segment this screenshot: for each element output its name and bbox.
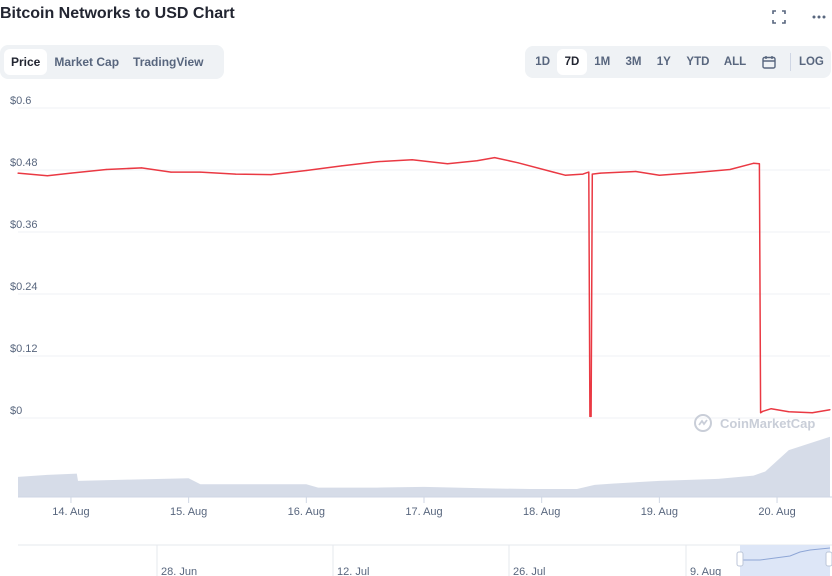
range-all[interactable]: ALL bbox=[723, 56, 747, 68]
price-point bbox=[770, 408, 772, 410]
x-tick-label: 15. Aug bbox=[170, 506, 207, 518]
price-point bbox=[591, 173, 593, 175]
price-point bbox=[811, 412, 813, 414]
price-point bbox=[270, 174, 272, 176]
range-1m[interactable]: 1M bbox=[594, 56, 611, 68]
price-point bbox=[599, 172, 602, 174]
range-ytd[interactable]: YTD bbox=[686, 56, 710, 68]
price-point bbox=[762, 410, 764, 412]
price-point bbox=[476, 160, 478, 162]
price-point bbox=[170, 171, 172, 173]
y-tick-label: $0.24 bbox=[10, 281, 38, 293]
y-tick-label: $0.12 bbox=[10, 343, 38, 355]
x-tick-label: 18. Aug bbox=[523, 506, 560, 518]
price-point bbox=[17, 172, 19, 174]
price-point bbox=[694, 172, 696, 174]
tab-tradingview[interactable]: TradingView bbox=[133, 55, 204, 69]
price-point bbox=[564, 174, 566, 176]
navigator-tick-label: 28. Jun bbox=[161, 566, 197, 576]
price-point bbox=[729, 168, 731, 171]
chart-tabs: Price Market Cap TradingView bbox=[0, 45, 224, 79]
navigator: 28. Jun 12. Jul 26. Jul 9. Aug bbox=[0, 544, 832, 576]
range-selector: 1D 7D 1M 3M 1Y YTD ALL LOG bbox=[525, 46, 831, 78]
price-line bbox=[17, 156, 831, 418]
tab-price[interactable]: Price bbox=[4, 49, 48, 75]
price-point bbox=[552, 171, 555, 173]
range-1d[interactable]: 1D bbox=[535, 56, 550, 68]
price-point bbox=[341, 165, 343, 167]
price-point bbox=[494, 157, 496, 159]
chart-grid bbox=[18, 107, 830, 419]
x-tick-label: 14. Aug bbox=[52, 506, 89, 518]
price-point bbox=[588, 171, 590, 173]
price-point bbox=[582, 173, 584, 175]
watermark-text: CoinMarketCap bbox=[720, 416, 815, 431]
more-dots-icon[interactable] bbox=[812, 10, 826, 24]
watermark: CoinMarketCap bbox=[694, 414, 815, 432]
price-point bbox=[758, 163, 761, 165]
y-axis: $0.6 $0.48 $0.36 $0.24 $0.12 $0 bbox=[10, 95, 38, 417]
x-tick-label: 20. Aug bbox=[758, 506, 795, 518]
volume-area bbox=[18, 436, 830, 497]
price-point bbox=[411, 159, 413, 161]
x-axis: 14. Aug 15. Aug 16. Aug 17. Aug 18. Aug 19. A… bbox=[52, 497, 796, 518]
navigator-handle-right[interactable] bbox=[825, 551, 832, 567]
price-point bbox=[517, 162, 519, 164]
navigator-line bbox=[740, 547, 831, 561]
price-point bbox=[235, 173, 237, 175]
price-point bbox=[829, 409, 831, 411]
price-point bbox=[752, 162, 755, 164]
y-tick-label: $0.36 bbox=[10, 219, 38, 231]
y-tick-label: $0 bbox=[10, 405, 22, 417]
fullscreen-icon[interactable] bbox=[772, 10, 786, 24]
x-tick-label: 17. Aug bbox=[405, 506, 442, 518]
price-point bbox=[141, 167, 143, 169]
log-toggle[interactable]: LOG bbox=[798, 56, 824, 68]
navigator-tick-label: 9. Aug bbox=[690, 566, 721, 576]
y-tick-label: $0.6 bbox=[10, 95, 31, 107]
price-point bbox=[788, 411, 790, 413]
x-tick-label: 19. Aug bbox=[641, 506, 678, 518]
range-7d[interactable]: 7D bbox=[557, 49, 587, 75]
range-1y[interactable]: 1Y bbox=[656, 56, 671, 68]
price-point bbox=[589, 415, 591, 417]
price-point bbox=[760, 412, 762, 414]
price-point bbox=[46, 175, 49, 177]
price-point bbox=[305, 169, 307, 172]
price-point bbox=[658, 174, 661, 176]
calendar-icon[interactable] bbox=[753, 49, 786, 75]
navigator-handle-left[interactable] bbox=[736, 551, 744, 567]
price-point bbox=[105, 168, 107, 171]
y-tick-label: $0.48 bbox=[10, 157, 38, 169]
tab-market-cap[interactable]: Market Cap bbox=[54, 55, 120, 69]
price-point bbox=[199, 171, 201, 173]
price-point bbox=[590, 415, 592, 417]
page-title: Bitcoin Networks to USD Chart bbox=[0, 5, 235, 22]
range-divider bbox=[789, 53, 791, 71]
range-3m[interactable]: 3M bbox=[625, 56, 642, 68]
price-point bbox=[70, 172, 72, 174]
price-point bbox=[635, 170, 637, 173]
navigator-tick-label: 26. Jul bbox=[513, 566, 545, 576]
volume-layer bbox=[18, 436, 830, 497]
navigator-tick-label: 12. Jul bbox=[337, 566, 369, 576]
price-point bbox=[446, 163, 449, 165]
x-tick-label: 16. Aug bbox=[288, 506, 325, 518]
price-line-layer bbox=[17, 156, 831, 418]
price-point bbox=[376, 161, 378, 163]
